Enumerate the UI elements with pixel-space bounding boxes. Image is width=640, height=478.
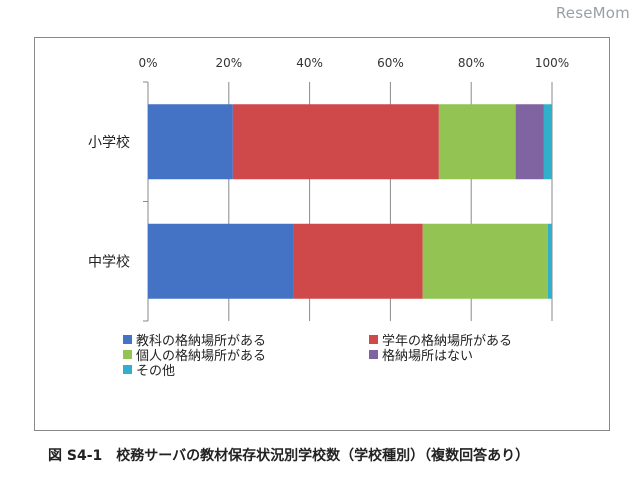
- x-tick-label: 40%: [296, 56, 323, 70]
- legend-swatch: [123, 365, 132, 374]
- x-tick-label: 100%: [535, 56, 569, 70]
- category-label: 小学校: [88, 134, 130, 151]
- legend-label: 個人の格納場所がある: [136, 348, 266, 364]
- bar-segment: [515, 104, 544, 180]
- bar-segment: [148, 223, 294, 299]
- axes: [143, 81, 149, 322]
- legend-label: 学年の格納場所がある: [382, 333, 512, 349]
- category-label: 中学校: [88, 253, 130, 270]
- x-tick-label: 20%: [215, 56, 242, 70]
- bar-segment: [232, 104, 439, 180]
- legend-swatch: [369, 350, 378, 359]
- legend-label: その他: [136, 364, 175, 379]
- bar-segment: [148, 104, 233, 180]
- watermark-logo: ReseMom: [555, 4, 630, 22]
- legend-swatch: [123, 335, 132, 344]
- figure-caption: 図 S4-1 校務サーバの教材保存状況別学校数（学校種別）（複数回答あり）: [48, 448, 530, 464]
- legend-label: 教科の格納場所がある: [136, 333, 266, 349]
- legend-swatch: [369, 335, 378, 344]
- x-tick-label: 80%: [458, 56, 485, 70]
- bar-segment: [547, 223, 552, 299]
- x-tick-label: 60%: [377, 56, 404, 70]
- bars: [148, 104, 552, 299]
- bar-segment: [422, 223, 548, 299]
- bar-segment: [543, 104, 552, 180]
- legend-swatch: [123, 350, 132, 359]
- bar-segment: [438, 104, 516, 180]
- x-tick-labels: 0% 20% 40% 60% 80% 100%: [138, 56, 569, 70]
- x-tick-label: 0%: [138, 56, 157, 70]
- bar-segment: [293, 223, 423, 299]
- legend-label: 格納場所はない: [382, 348, 473, 364]
- chart-frame: 0% 20% 40% 60% 80% 100% 小学校中学校 教科の格納場所がある 学年の格…: [34, 37, 610, 431]
